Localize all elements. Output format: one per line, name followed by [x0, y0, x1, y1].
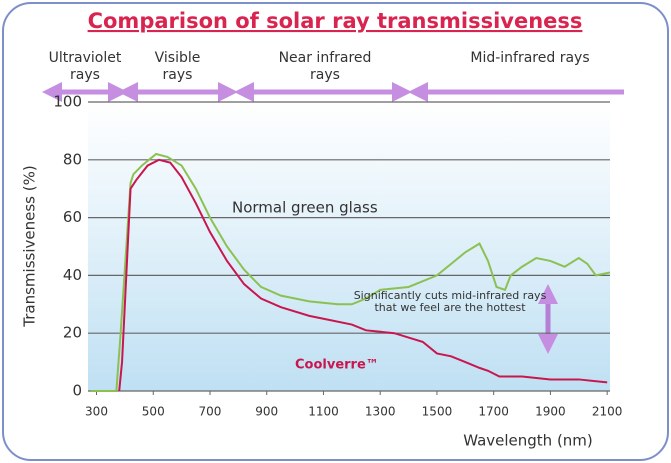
y-tick-label: 100 [53, 93, 82, 111]
x-tick-label: 1700 [478, 405, 509, 419]
x-axis-label: Wavelength (nm) [463, 432, 593, 450]
x-tick-label: 1100 [308, 405, 339, 419]
series-label: Normal green glass [232, 199, 378, 217]
band-label: Mid-infrared rays [470, 50, 590, 66]
y-tick-label: 80 [63, 150, 82, 168]
y-axis-label: Transmissiveness (%) [21, 165, 39, 327]
x-tick-label: 1900 [535, 405, 566, 419]
x-tick-label: 700 [199, 405, 222, 419]
x-tick-label: 1500 [422, 405, 453, 419]
series-label: Coolverre™ [295, 358, 379, 373]
band-label: Visible rays [154, 50, 201, 83]
x-tick-label: 1300 [365, 405, 396, 419]
y-tick-label: 20 [63, 324, 82, 342]
line-series [90, 152, 611, 392]
band-label: Near infrared rays [278, 50, 372, 83]
x-tick-label: 900 [255, 405, 278, 419]
band-label: Ultraviolet rays [48, 50, 122, 83]
y-tick-label: 0 [72, 382, 82, 400]
y-tick-label: 60 [63, 208, 82, 226]
line-series [118, 158, 608, 392]
chart-title: Comparison of solar ray transmissiveness [88, 9, 583, 33]
x-tick-label: 2100 [592, 405, 623, 419]
x-tick-label: 300 [85, 405, 108, 419]
x-tick-label: 500 [142, 405, 165, 419]
plot-area [88, 102, 610, 391]
annotation: Significantly cuts mid-infrared rays tha… [353, 289, 547, 314]
y-tick-label: 40 [63, 266, 82, 284]
